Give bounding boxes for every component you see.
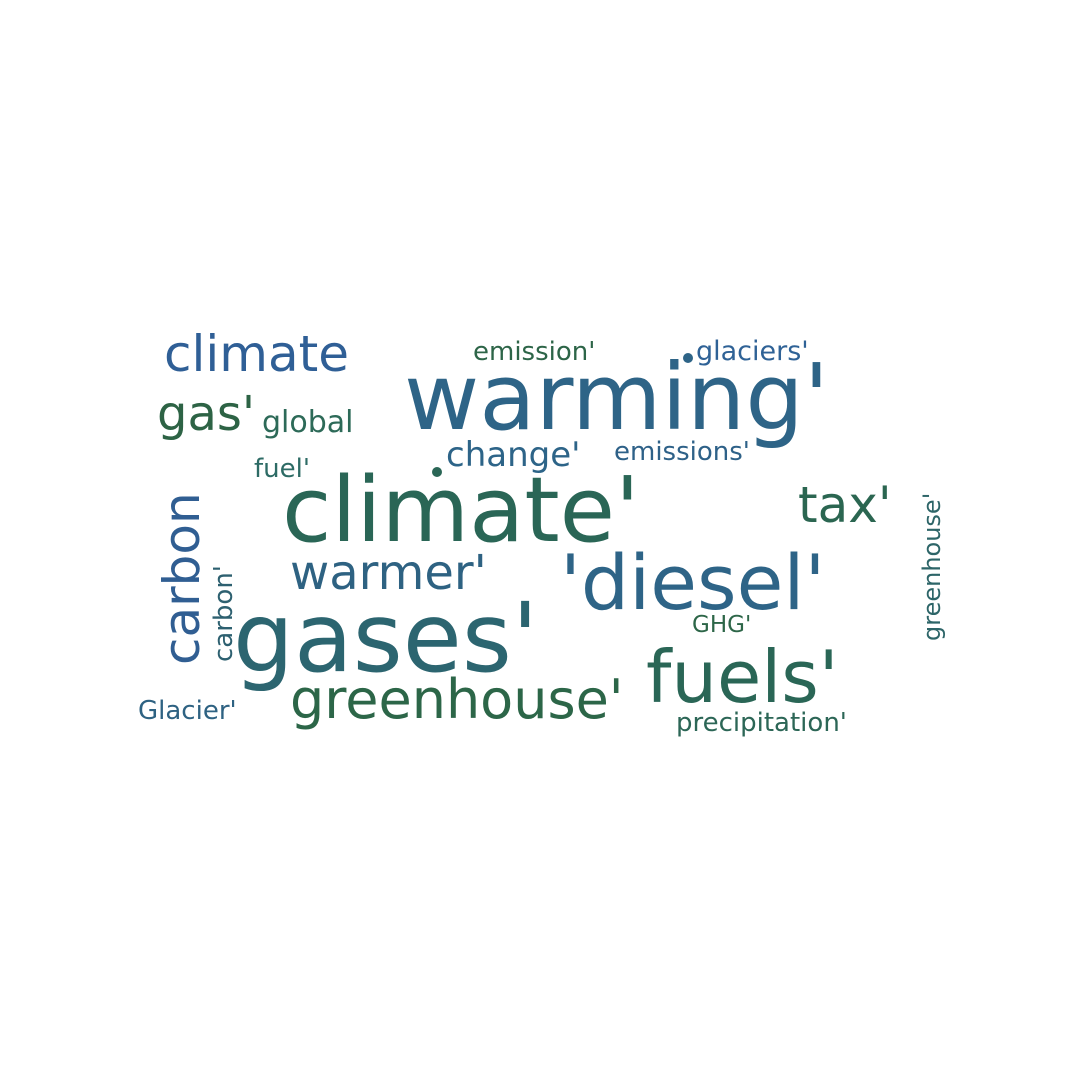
word-diesel: 'diesel'	[560, 538, 825, 627]
word-gas: gas'	[157, 386, 255, 442]
word-precipitation: precipitation'	[676, 708, 847, 738]
word-climate-small: climate	[164, 325, 349, 383]
word-warmer: warmer'	[290, 545, 487, 601]
word-emissions: emissions'	[614, 437, 750, 467]
word-glaciers: glaciers'	[696, 336, 809, 367]
word-climate-large: climate'	[282, 458, 640, 563]
word-glacier: Glacier'	[138, 696, 237, 726]
word-emission: emission'	[473, 337, 595, 367]
decorative-dot	[432, 467, 442, 477]
word-change: change'	[446, 435, 580, 475]
word-fuel: fuel'	[254, 454, 310, 484]
word-fuels: fuels'	[646, 635, 839, 719]
decorative-dot	[683, 353, 693, 363]
word-warming: warming'	[404, 344, 829, 451]
word-global: global	[262, 405, 354, 440]
word-tax: tax'	[798, 476, 892, 534]
word-greenhouse: greenhouse'	[290, 668, 624, 731]
word-gases: gases'	[233, 582, 538, 694]
word-carbon-small-vertical: carbon'	[209, 565, 239, 662]
word-greenhouse-vertical: greenhouse'	[918, 493, 946, 641]
word-carbon-vertical: carbon	[153, 492, 211, 665]
word-ghg: GHG'	[692, 612, 751, 638]
